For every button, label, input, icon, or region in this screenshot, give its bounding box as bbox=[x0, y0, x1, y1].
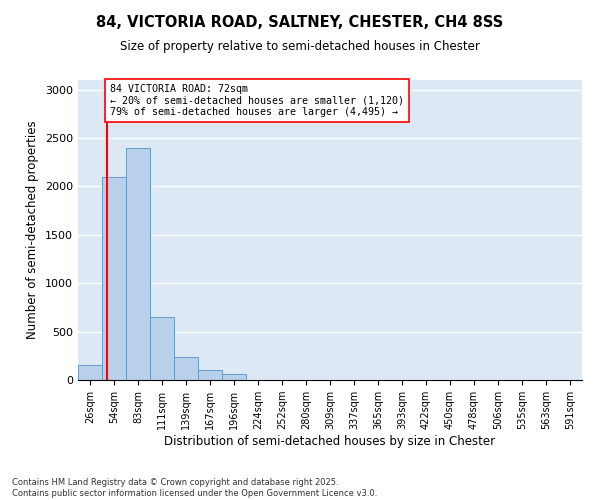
Text: Size of property relative to semi-detached houses in Chester: Size of property relative to semi-detach… bbox=[120, 40, 480, 53]
Bar bbox=[78, 366, 102, 380]
Bar bbox=[222, 374, 246, 380]
Text: 84, VICTORIA ROAD, SALTNEY, CHESTER, CH4 8SS: 84, VICTORIA ROAD, SALTNEY, CHESTER, CH4… bbox=[97, 15, 503, 30]
Bar bbox=[150, 317, 174, 380]
Bar bbox=[174, 357, 198, 380]
Bar bbox=[102, 177, 126, 380]
X-axis label: Distribution of semi-detached houses by size in Chester: Distribution of semi-detached houses by … bbox=[164, 435, 496, 448]
Bar bbox=[198, 370, 222, 380]
Bar bbox=[126, 148, 150, 380]
Y-axis label: Number of semi-detached properties: Number of semi-detached properties bbox=[26, 120, 40, 340]
Text: 84 VICTORIA ROAD: 72sqm
← 20% of semi-detached houses are smaller (1,120)
79% of: 84 VICTORIA ROAD: 72sqm ← 20% of semi-de… bbox=[110, 84, 404, 117]
Text: Contains HM Land Registry data © Crown copyright and database right 2025.
Contai: Contains HM Land Registry data © Crown c… bbox=[12, 478, 377, 498]
